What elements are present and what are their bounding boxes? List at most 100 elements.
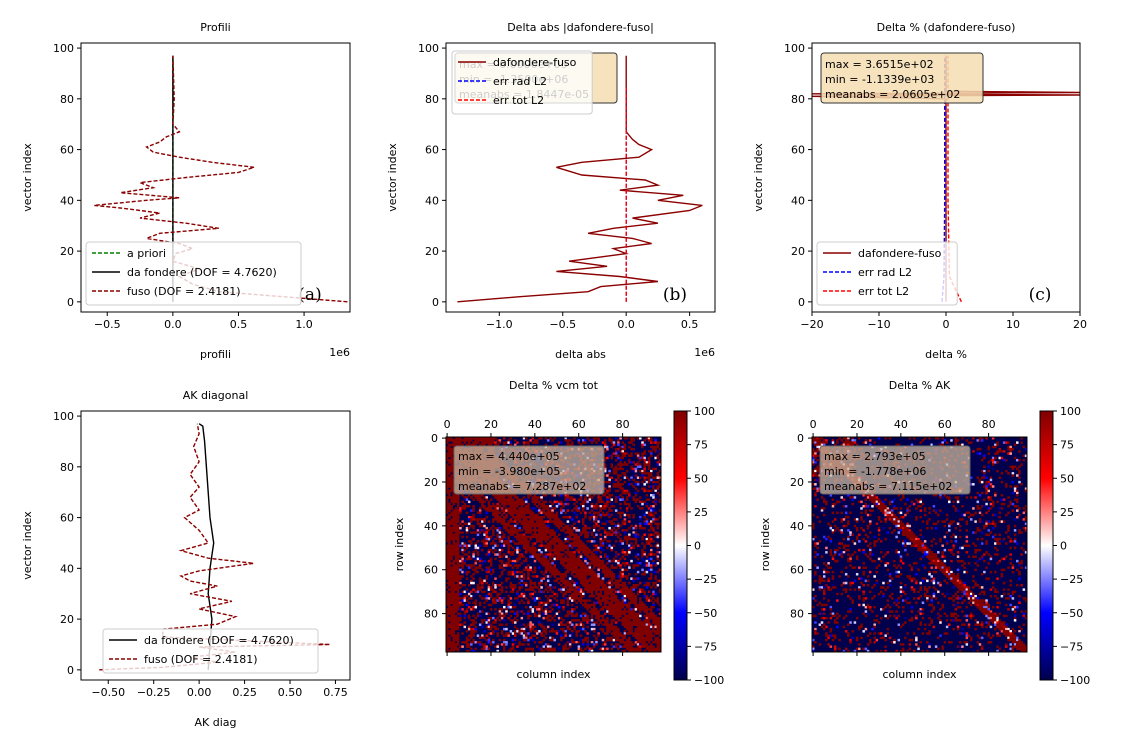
heatmap-cell [656,616,660,620]
heatmap-cell [614,559,618,563]
heatmap-cell [612,632,616,635]
heatmap-cell [625,496,629,499]
heatmap-cell [566,614,570,618]
heatmap-cell [647,537,651,541]
heatmap-cell [577,439,581,442]
heatmap-cell [544,588,548,591]
heatmap-cell [518,511,521,515]
heatmap-cell [500,537,504,541]
heatmap-cell [647,465,651,469]
heatmap-cell [456,621,460,624]
heatmap-cell [566,529,570,532]
heatmap-cell [654,531,657,534]
heatmap-cell [582,623,585,626]
heatmap-cell [617,474,620,477]
heatmap-cell [632,513,635,517]
heatmap-cell [542,630,546,633]
heatmap-cell [498,537,502,541]
heatmap-cell [446,469,449,473]
heatmap-cell [621,594,624,598]
heatmap-cell [612,614,616,618]
heatmap-cell [614,566,618,569]
heatmap-cell [456,531,460,534]
heatmap-cell [634,564,638,567]
heatmap-cell [619,485,622,488]
heatmap-cell [562,599,565,602]
heatmap-cell [568,586,572,589]
heatmap-cell [524,498,528,501]
heatmap-cell [538,496,541,499]
heatmap-cell [562,594,565,598]
heatmap-cell [503,509,506,512]
heatmap-cell [614,597,618,600]
heatmap-cell [617,441,620,444]
heatmap-cell [498,526,502,530]
heatmap-cell [584,577,587,580]
heatmap-cell [454,443,458,447]
heatmap-cell [621,616,624,620]
heatmap-cell [568,634,572,637]
heatmap-cell [454,603,458,607]
heatmap-cell [599,564,603,567]
heatmap-cell [610,522,614,526]
heatmap-cell [489,548,493,552]
heatmap-cell [448,540,451,543]
heatmap-cell [476,511,480,515]
heatmap-cell [592,544,596,547]
heatmap-cell [465,437,469,440]
heatmap-cell [448,476,451,479]
heatmap-cell [647,614,651,618]
heatmap-cell [546,590,550,594]
heatmap-cell [612,588,616,591]
heatmap-cell [579,568,583,572]
heatmap-cell [450,599,453,602]
heatmap-cell [463,559,467,563]
heatmap-cell [573,535,576,539]
heatmap-cell [452,441,456,444]
heatmap-cell [549,548,552,552]
heatmap-cell [450,461,453,464]
heatmap-cell [487,601,491,605]
heatmap-cell [454,441,458,444]
heatmap-cell [467,564,471,567]
heatmap-cell [608,480,611,484]
heatmap-cell [553,520,556,523]
heatmap-cell [610,605,614,609]
heatmap-cell [500,586,504,589]
heatmap-cell [599,537,603,541]
x-tick-label: 0.25 [232,686,257,699]
heatmap-cell [603,480,607,484]
heatmap-cell [562,548,565,552]
heatmap-cell [535,630,539,633]
heatmap-cell [446,553,449,556]
heatmap-cell [483,537,486,541]
heatmap-cell [500,548,504,552]
heatmap-cell [606,630,609,633]
heatmap-cell [465,498,469,501]
heatmap-cell [492,542,495,545]
heatmap-cell [518,553,521,556]
heatmap-cell [503,627,506,631]
heatmap-cell [498,623,502,626]
heatmap-cell [542,515,546,519]
heatmap-cell [612,557,616,561]
heatmap-cell [634,524,638,528]
x-tick-label: 1.0 [295,318,313,331]
heatmap-cell [632,577,635,580]
heatmap-cell [625,623,629,626]
heatmap-cell [641,456,644,460]
heatmap-cell [568,443,572,447]
heatmap-cell [540,526,543,530]
heatmap-cell [590,579,594,583]
heatmap-cell [641,502,644,506]
heatmap-cell [485,498,488,501]
heatmap-cell [551,608,554,611]
heatmap-cell [641,630,644,633]
heatmap-cell [485,599,488,602]
heatmap-cell [474,518,478,521]
heatmap-cell [564,540,567,543]
heatmap-cell [456,608,460,611]
heatmap-cell [641,619,644,622]
heatmap-cell [538,603,541,607]
heatmap-cell [582,627,585,631]
